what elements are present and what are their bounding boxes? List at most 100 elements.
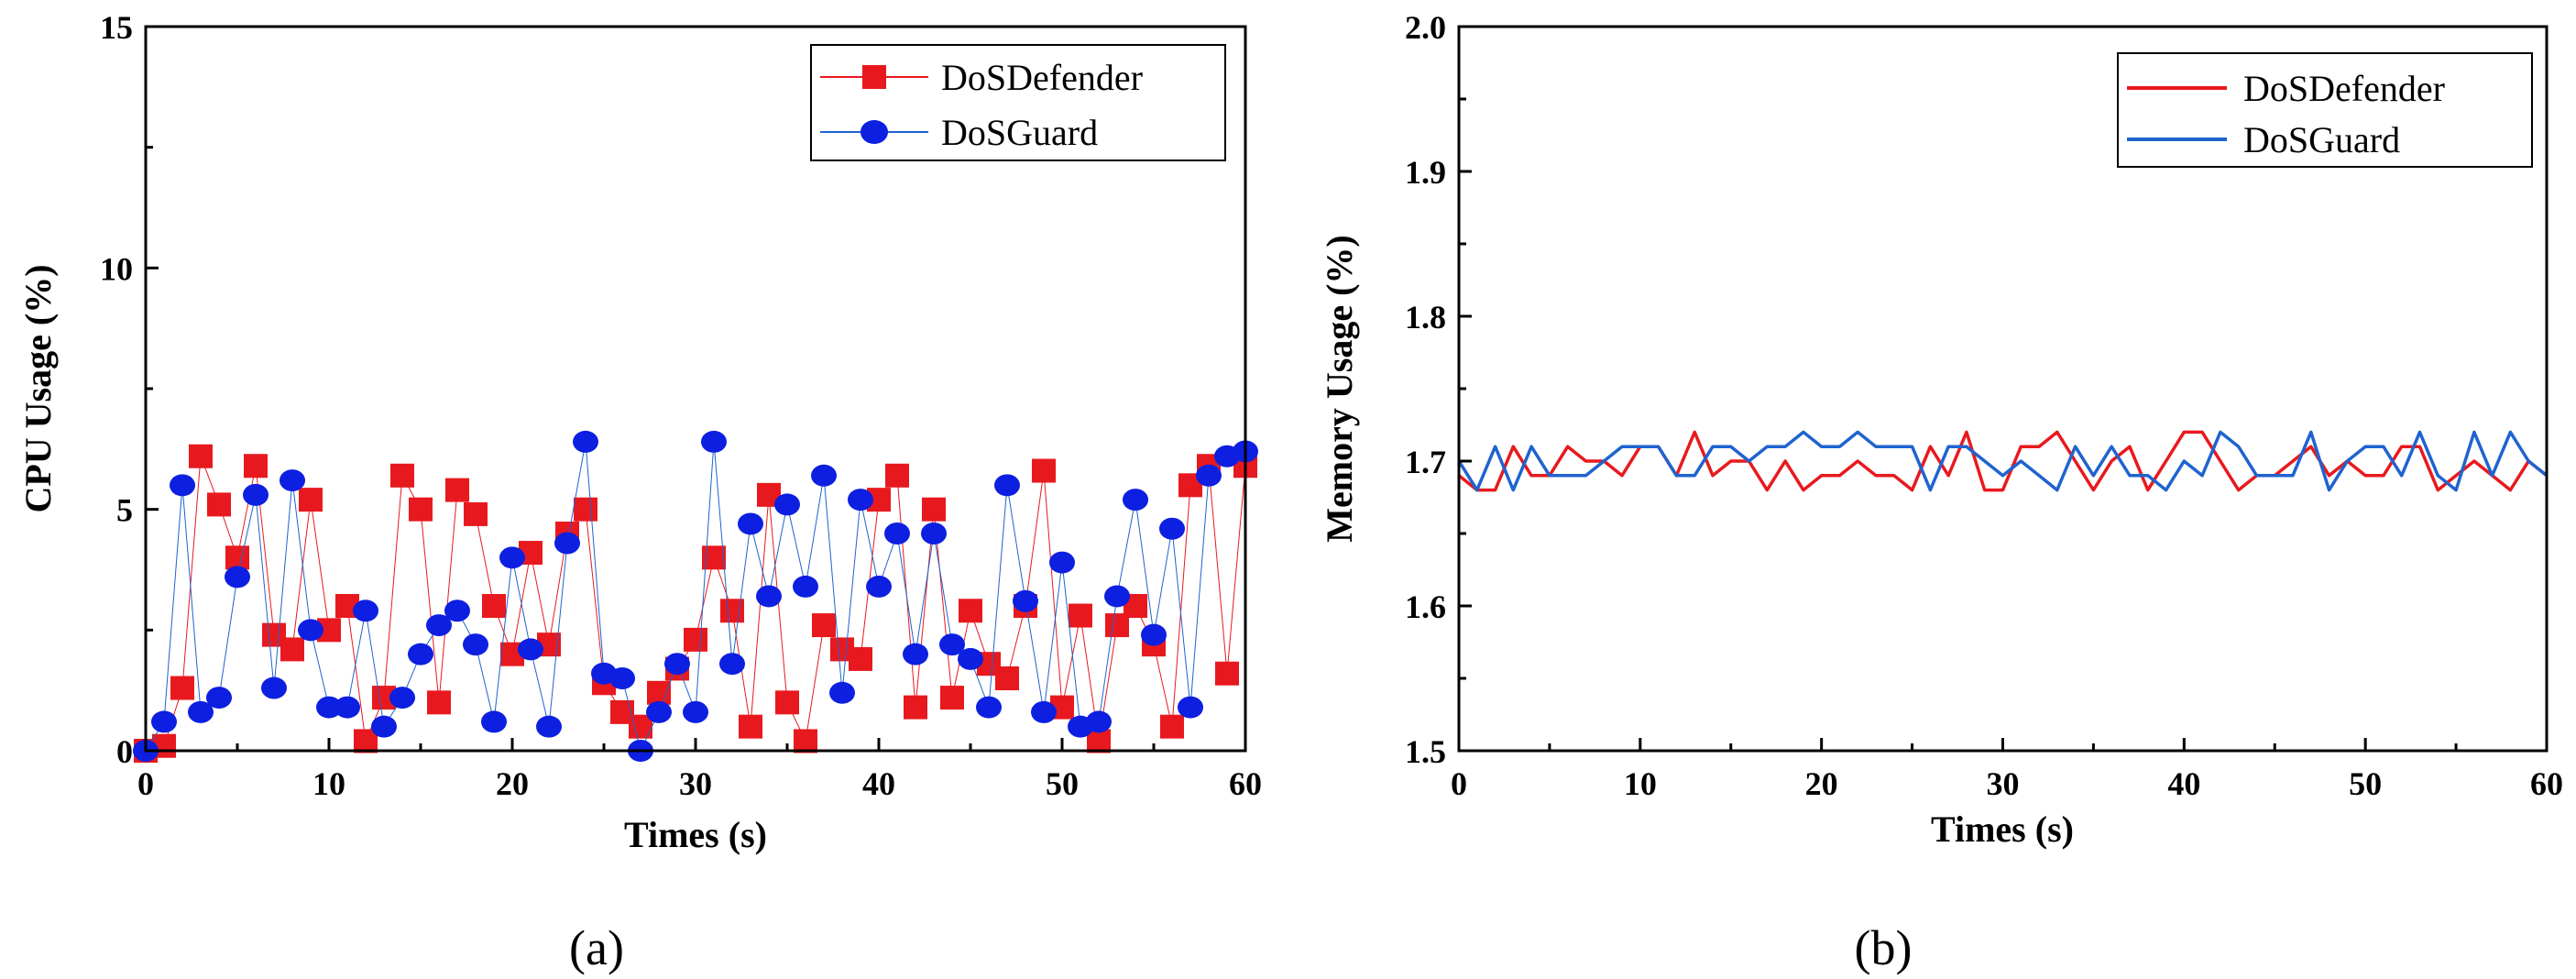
chart-b-legend-label-defender: DoSDefender xyxy=(2243,68,2445,109)
chart-a-point-guard xyxy=(884,522,910,544)
chart-a-x-tick-label: 50 xyxy=(1046,765,1079,802)
chart-a-point-defender xyxy=(1032,458,1056,483)
chart-a-y-tick-label: 5 xyxy=(116,492,133,529)
chart-b-x-tick-label: 0 xyxy=(1451,765,1467,802)
chart-b-legend-label-guard: DoSGuard xyxy=(2243,119,2400,160)
chart-a-point-guard xyxy=(499,546,525,569)
chart-b-y-tick-label: 2.0 xyxy=(1405,9,1446,46)
chart-b-legend-box xyxy=(2117,52,2533,168)
chart-a-point-guard xyxy=(536,715,562,738)
chart-b-x-tick-label: 10 xyxy=(1624,765,1657,802)
chart-a-point-guard xyxy=(408,643,433,666)
chart-a-point-guard xyxy=(939,633,965,656)
chart-a-point-defender xyxy=(1215,661,1239,686)
chart-a-point-guard xyxy=(280,469,305,492)
chart-a-point-guard xyxy=(701,430,727,453)
chart-a-point-guard xyxy=(719,653,745,676)
chart-a-point-defender xyxy=(189,444,213,468)
chart-a-point-guard xyxy=(298,619,323,642)
chart-b: 0 10 20 30 40 50 60 1.5 1.6 1.7 1.8 1.9 2.0 Times (s… xyxy=(1319,9,2563,975)
chart-a-legend: DoSDefender DoSGuard xyxy=(810,44,1226,161)
chart-a-point-guard xyxy=(1086,710,1112,733)
chart-a-point-guard xyxy=(903,643,928,666)
chart-a-caption: (a) xyxy=(569,920,624,975)
chart-a-point-guard xyxy=(829,681,855,704)
chart-a-y-tick-label: 15 xyxy=(100,9,133,46)
chart-a-point-defender xyxy=(794,729,817,754)
chart-a-point-defender xyxy=(647,680,671,705)
chart-a-point-guard xyxy=(738,512,763,535)
chart-b-x-axis-label: Times (s) xyxy=(1931,808,2074,850)
chart-b-y-tick-label: 1.5 xyxy=(1405,733,1446,770)
chart-a-point-guard xyxy=(1159,517,1185,540)
chart-a-point-defender xyxy=(885,463,909,488)
chart-a-point-guard xyxy=(518,638,543,661)
chart-a-point-guard xyxy=(1178,696,1203,719)
chart-a-point-defender xyxy=(940,686,964,710)
chart-a-point-guard xyxy=(261,676,287,699)
chart-a-point-guard xyxy=(793,575,818,598)
chart-a-point-defender xyxy=(812,613,836,638)
chart-b-y-axis-label: Memory Usage (%) xyxy=(1319,235,1360,542)
chart-a-point-guard xyxy=(1196,464,1222,487)
chart-a-point-guard xyxy=(683,700,708,723)
chart-a-x-tick-label: 30 xyxy=(679,765,712,802)
chart-a-point-defender xyxy=(849,646,872,671)
chart-a-point-guard xyxy=(316,696,342,719)
chart-a-point-guard xyxy=(334,696,360,719)
chart-a-point-guard xyxy=(866,575,892,598)
chart-a-point-defender xyxy=(995,666,1019,690)
chart-a-point-guard xyxy=(554,532,580,555)
chart-b-y-tick-label: 1.9 xyxy=(1405,154,1446,191)
chart-a-point-guard xyxy=(151,710,177,733)
chart-a-y-axis-label: CPU Usage (%) xyxy=(17,264,59,512)
chart-b-ticks: 0 10 20 30 40 50 60 1.5 1.6 1.7 1.8 1.9 2.0 xyxy=(1405,9,2563,802)
chart-a-point-guard xyxy=(389,687,415,710)
chart-a-y-tick-label: 0 xyxy=(116,733,133,770)
chart-a-point-defender xyxy=(684,627,707,652)
chart-a-point-defender xyxy=(170,676,194,700)
chart-a-point-guard xyxy=(958,647,983,670)
chart-a-point-guard xyxy=(206,687,232,710)
chart-a-point-defender xyxy=(482,594,506,618)
chart-a-x-tick-label: 10 xyxy=(312,765,345,802)
chart-a-point-guard xyxy=(1104,585,1130,608)
chart-b-x-tick-label: 40 xyxy=(2167,765,2200,802)
chart-a-point-guard xyxy=(1141,623,1167,646)
chart-a-x-tick-label: 20 xyxy=(496,765,529,802)
chart-a-point-guard xyxy=(664,653,690,676)
chart-b-x-tick-label: 50 xyxy=(2349,765,2382,802)
chart-a-point-defender xyxy=(739,714,762,739)
chart-a-point-defender xyxy=(390,463,414,488)
chart-a-legend-label-guard: DoSGuard xyxy=(941,112,1098,153)
chart-a-point-defender xyxy=(904,695,927,720)
chart-a-point-guard xyxy=(811,464,837,487)
chart-a: 0 10 20 30 40 50 60 0 5 10 15 Times (s) CPU Usage … xyxy=(17,9,1262,975)
chart-a-point-guard xyxy=(353,600,378,622)
chart-a-point-defender xyxy=(244,454,268,478)
chart-a-point-defender xyxy=(1069,603,1092,628)
chart-a-point-defender xyxy=(1160,714,1184,739)
chart-a-point-guard xyxy=(1049,551,1075,574)
chart-a-point-guard xyxy=(774,493,800,516)
chart-a-point-guard xyxy=(1031,700,1057,723)
chart-a-x-axis-label: Times (s) xyxy=(624,814,767,855)
chart-b-series-defender xyxy=(1457,430,2549,492)
chart-a-y-tick-label: 10 xyxy=(100,250,133,287)
chart-a-point-guard xyxy=(463,633,488,656)
chart-b-line-defender xyxy=(1457,430,2549,492)
chart-b-y-tick-label: 1.8 xyxy=(1405,299,1446,336)
chart-b-x-tick-label: 20 xyxy=(1805,765,1838,802)
chart-a-x-tick-label: 40 xyxy=(862,765,895,802)
chart-a-point-guard xyxy=(646,700,672,723)
chart-a-legend-marker-defender xyxy=(862,65,886,89)
chart-a-point-guard xyxy=(225,566,250,588)
chart-a-series-guard xyxy=(133,430,1258,762)
chart-a-point-guard xyxy=(444,600,470,622)
chart-a-point-defender xyxy=(922,497,946,522)
chart-a-point-guard xyxy=(609,667,635,689)
chart-a-point-defender xyxy=(299,488,323,512)
chart-a-x-tick-label: 60 xyxy=(1229,765,1262,802)
chart-b-legend: DoSDefender DoSGuard xyxy=(2117,52,2533,168)
